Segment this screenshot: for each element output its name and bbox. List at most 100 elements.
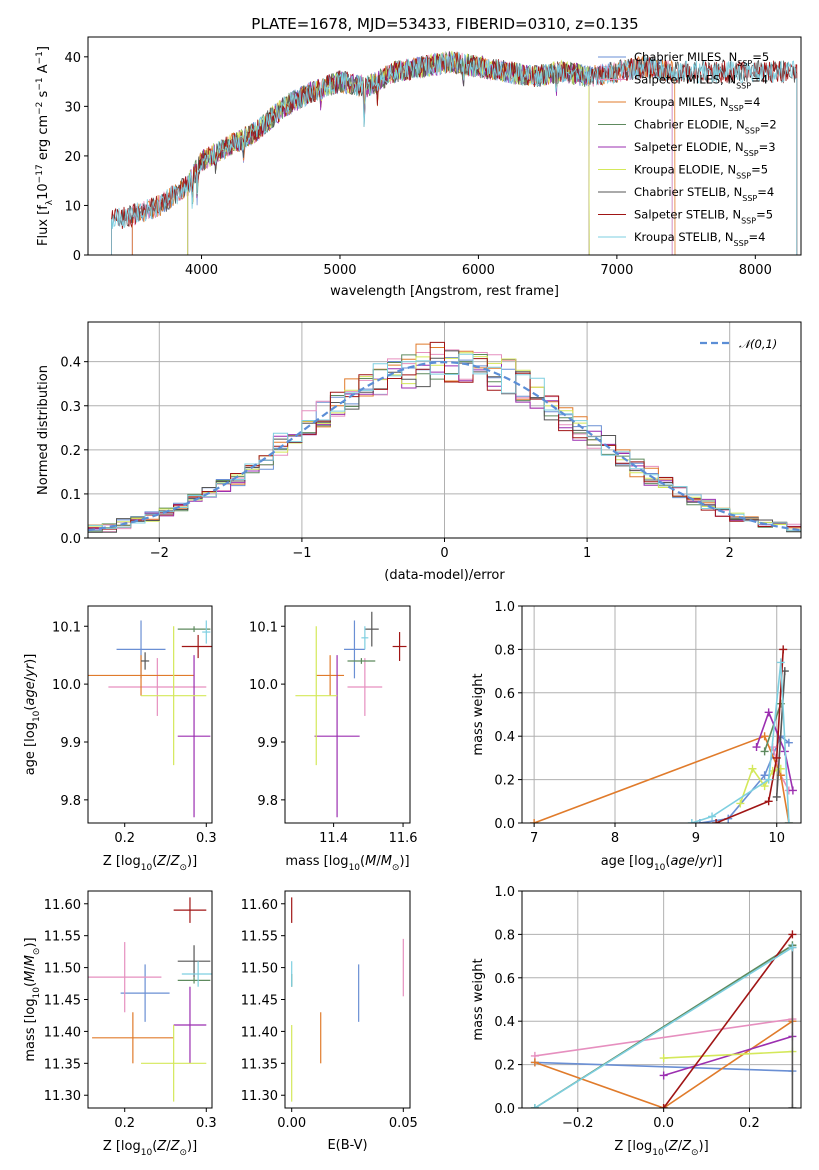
y-tick-label: 0.8 [494, 643, 515, 658]
y-tick-label: 0.4 [494, 730, 515, 745]
errorbar-salpeter-elodie [173, 986, 207, 1064]
weight-series-kroupa-stelib [687, 658, 793, 823]
y-axis-label: Flux [fλ10−17 erg cm−2 s−1 A−1] [35, 46, 55, 246]
weight-marker [764, 797, 773, 806]
y-tick-label: 30 [64, 100, 81, 115]
errorbar-salpeter-miles [88, 942, 162, 1013]
y-tick-label: 1.0 [494, 600, 515, 615]
x-tick-label: 1 [583, 546, 591, 561]
y-axis-label: Normed distribution [36, 365, 51, 495]
plot-area-residuals [88, 341, 801, 535]
errorbar-salpeter-miles [347, 658, 383, 716]
y-tick-label: 0.8 [494, 928, 515, 943]
errorbar-kroupa-stelib [361, 626, 369, 650]
legend-label-normal: 𝒩(0,1) [739, 337, 777, 351]
weight-line [715, 649, 784, 823]
x-tick-label: 0.2 [739, 1116, 760, 1131]
x-axis-label: wavelength [Angstrom, rest frame] [330, 284, 559, 299]
weight-marker [659, 1054, 668, 1063]
errorbar-kroupa-stelib [181, 961, 212, 987]
errorbar-kroupa-elodie [141, 1025, 207, 1102]
x-axis-label: Z [log10(Z/Z⊙)] [103, 854, 197, 873]
weight-marker [760, 782, 769, 791]
errorbar-kroupa-miles [316, 655, 345, 696]
legend-label-salpeter-elodie: Salpeter ELODIE, NSSP=3 [634, 140, 776, 158]
x-axis-label: (data-model)/error [384, 568, 505, 583]
histogram-kroupa-stelib [88, 353, 801, 534]
x-tick-label: 0.3 [196, 831, 217, 846]
errorbar-kroupa-elodie [141, 626, 207, 766]
y-tick-label: 9.9 [257, 736, 278, 751]
x-tick-label: 0.3 [196, 1116, 217, 1131]
weight-marker [659, 1104, 668, 1108]
y-axis-label: mass weight [471, 673, 486, 755]
histogram-salpeter-stelib [88, 341, 801, 531]
y-tick-label: 11.30 [44, 1089, 81, 1104]
errorbar-salpeter-elodie [177, 655, 211, 818]
weight-marker [784, 738, 793, 747]
y-axis-label: mass [log10(M/M⊙)] [23, 937, 42, 1061]
weight-marker [760, 747, 769, 756]
x-tick-label: 5000 [323, 263, 356, 278]
legend-label-chabrier-elodie: Chabrier ELODIE, NSSP=2 [634, 118, 777, 136]
spectrum-line-kroupa-stelib [111, 52, 798, 255]
weight-line [663, 1050, 793, 1059]
x-axis-label: Z [log10(Z/Z⊙)] [103, 1139, 197, 1158]
legend-spectrum: Chabrier MILES, NSSP=5 Salpeter MILES, NS… [598, 50, 777, 248]
weight-series-salpeter-elodie [659, 1032, 797, 1080]
x-tick-label: 2 [726, 546, 734, 561]
x-axis-label: Z [log10(Z/Z⊙)] [614, 1139, 708, 1158]
axes-frame [87, 890, 213, 1109]
y-tick-label: 11.40 [44, 1025, 81, 1040]
x-tick-label: 10 [768, 831, 785, 846]
x-tick-label: 7000 [600, 263, 633, 278]
x-tick-label: −2 [150, 546, 169, 561]
weight-series-kroupa-elodie [659, 1047, 797, 1063]
y-tick-label: 0.4 [60, 356, 81, 371]
weight-line [534, 1018, 793, 1057]
x-tick-label: 9 [692, 831, 700, 846]
panel-age_vs_Z: 0.2 0.3 9.8 9.9 10.0 10.1 Z [log10(Z/Z⊙)] age [… [23, 605, 217, 873]
plot-area-spectrum [111, 50, 798, 255]
panel-weight_vs_Z: −0.2 0.0 0.2 0.0 0.2 0.4 0.6 0.8 1.0 Z [log10(Z/Z… [471, 885, 802, 1158]
axes-frame [521, 605, 802, 824]
panel-mass_vs_Z: 0.2 0.3 11.30 11.35 11.40 11.45 11.50 11.55 11.6… [23, 890, 217, 1158]
y-tick-label: 0.1 [60, 488, 81, 503]
y-tick-label: 1.0 [494, 885, 515, 900]
weight-marker [760, 732, 769, 741]
weight-series-salpeter-stelib [659, 930, 797, 1108]
errorbar-salpeter-stelib [181, 634, 212, 659]
plot-area-weight_vs_age [530, 645, 797, 823]
weight-line [534, 946, 793, 1108]
x-axis-label: age [log10(age/yr)] [601, 854, 723, 873]
x-tick-label: 11.4 [319, 831, 348, 846]
y-axis-label: mass weight [471, 958, 486, 1040]
weight-line [755, 710, 794, 791]
normal-curve [88, 360, 801, 532]
axes-frame [87, 605, 213, 824]
x-tick-label: 0.0 [653, 1116, 674, 1131]
x-tick-label: 7 [530, 831, 538, 846]
weight-marker [712, 819, 721, 823]
y-tick-label: 11.55 [44, 930, 81, 945]
legend-label-salpeter-miles: Salpeter MILES, NSSP=4 [634, 73, 768, 91]
y-tick-label: 9.8 [257, 794, 278, 809]
y-tick-label: 0.4 [494, 1015, 515, 1030]
legend-label-kroupa-stelib: Kroupa STELIB, NSSP=4 [634, 230, 765, 248]
y-tick-label: 0.2 [494, 1059, 515, 1074]
x-axis-label-ebv: E(B-V) [327, 1138, 367, 1153]
weight-line [663, 1035, 793, 1077]
y-tick-label: 9.8 [60, 794, 81, 809]
plot-area-mass_vs_ebv [291, 897, 404, 1102]
y-tick-label: 0.2 [494, 774, 515, 789]
weight-marker [752, 743, 761, 752]
y-tick-label: 11.50 [44, 962, 81, 977]
y-tick-label: 11.60 [241, 898, 278, 913]
errorbar-chabrier-stelib [177, 945, 211, 978]
x-tick-label: 4000 [185, 263, 218, 278]
x-tick-label: 0.2 [114, 831, 135, 846]
weight-line [691, 662, 790, 823]
y-tick-label: 11.40 [241, 1025, 278, 1040]
weight-marker [530, 819, 539, 823]
